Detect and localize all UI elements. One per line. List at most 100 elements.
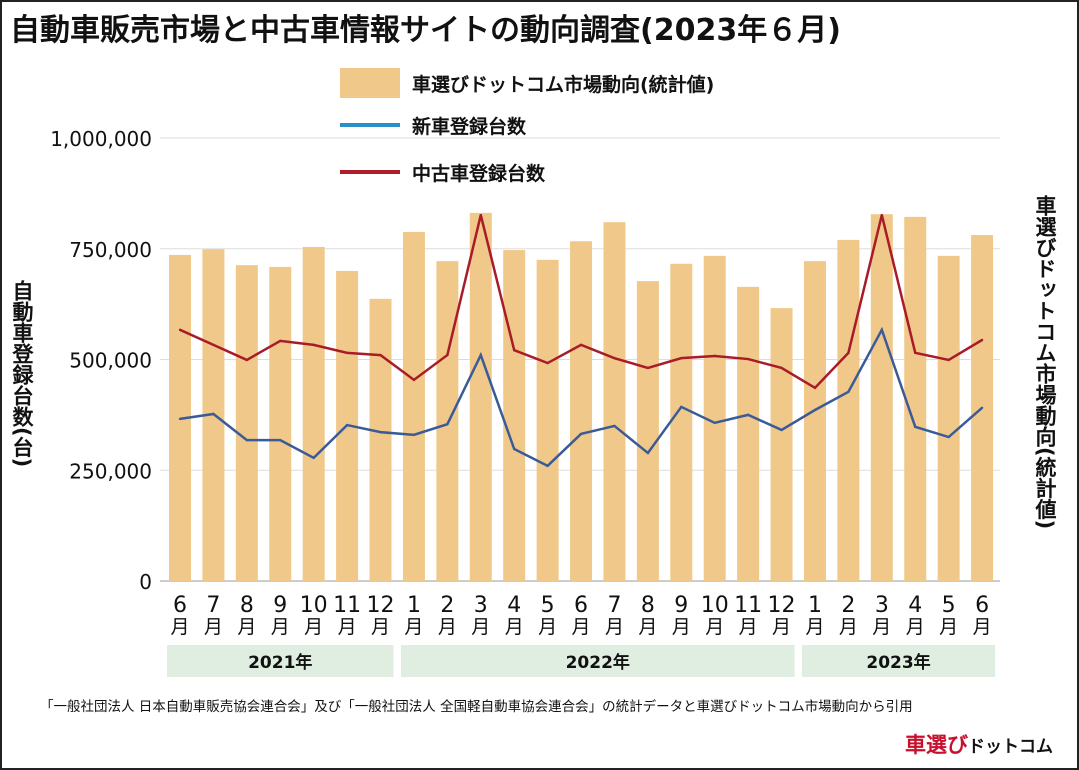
year-band xyxy=(167,645,394,677)
x-tick-label: 10 xyxy=(701,593,729,618)
year-label: 2023年 xyxy=(866,652,930,673)
y-tick-label: 250,000 xyxy=(69,459,152,483)
new-car-point xyxy=(446,422,449,426)
x-tick-label: 3 xyxy=(875,593,889,618)
x-tick-label: 6 xyxy=(975,593,989,618)
bar xyxy=(837,239,860,581)
x-tick-label: 6 xyxy=(173,593,187,618)
legend: 車選びドットコム市場動向(統計値) 新車登録台数 中古車登録台数 xyxy=(340,68,714,185)
new-car-point xyxy=(513,447,516,451)
x-tick-unit: 月 xyxy=(538,616,557,638)
x-tick-unit: 月 xyxy=(839,616,858,638)
x-tick-unit: 月 xyxy=(772,616,791,638)
bar xyxy=(570,241,593,581)
x-tick-label: 1 xyxy=(407,593,421,618)
y-tick-label: 750,000 xyxy=(69,238,152,262)
used-car-point xyxy=(914,351,917,355)
x-tick-unit: 月 xyxy=(638,616,657,638)
bar xyxy=(436,261,459,581)
new-car-point xyxy=(847,390,850,394)
x-tick-label: 5 xyxy=(541,593,555,618)
used-car-point xyxy=(379,353,382,357)
bar xyxy=(269,266,292,581)
used-car-point xyxy=(746,357,750,361)
y-axis-label: 自動車登録台数(台) xyxy=(10,279,35,467)
used-car-point xyxy=(780,366,783,370)
x-tick-unit: 月 xyxy=(939,616,958,638)
x-tick-label: 7 xyxy=(607,593,621,618)
x-tick-unit: 月 xyxy=(304,616,323,638)
source-note: 「一般社団法人 日本自動車販売協会連合会」及び「一般社団法人 全国軽自動車協会連… xyxy=(40,698,913,715)
x-tick-label: 3 xyxy=(474,593,488,618)
y-tick-label: 1,000,000 xyxy=(50,127,152,151)
new-car-point xyxy=(479,353,482,357)
used-car-point xyxy=(980,338,984,342)
new-car-point xyxy=(613,424,616,428)
new-car-point xyxy=(379,430,382,434)
bar xyxy=(603,222,626,582)
x-tick-label: 8 xyxy=(641,593,655,618)
used-car-point xyxy=(680,356,683,360)
x-tick-unit: 月 xyxy=(739,616,758,638)
x-tick-label: 5 xyxy=(942,593,956,618)
x-tick-label: 12 xyxy=(768,593,796,618)
x-tick-unit: 月 xyxy=(605,616,624,638)
new-car-point xyxy=(546,464,549,468)
x-tick-label: 7 xyxy=(206,593,220,618)
bar xyxy=(302,246,325,581)
new-car-point xyxy=(713,421,716,425)
used-car-point xyxy=(847,351,850,355)
bar xyxy=(670,263,693,581)
x-tick-label: 4 xyxy=(507,593,521,618)
bar xyxy=(469,212,492,581)
x-tick-label: 4 xyxy=(908,593,922,618)
x-tick-unit: 月 xyxy=(471,616,490,638)
bar xyxy=(235,265,258,581)
new-car-point xyxy=(212,412,215,416)
used-car-point xyxy=(178,328,182,332)
year-label: 2022年 xyxy=(566,652,630,673)
y2-axis-label: 車選びドットコム市場動向(統計値) xyxy=(1033,195,1058,529)
x-tick-label: 9 xyxy=(273,593,287,618)
used-car-point xyxy=(212,343,215,347)
x-tick-unit: 月 xyxy=(404,616,423,638)
used-car-point xyxy=(646,366,650,370)
x-tick-unit: 月 xyxy=(906,616,925,638)
x-tick-unit: 月 xyxy=(237,616,256,638)
used-car-point xyxy=(312,343,315,347)
x-tick-label: 11 xyxy=(734,593,762,618)
x-tick-unit: 月 xyxy=(271,616,290,638)
new-car-point xyxy=(279,438,282,442)
new-car-point xyxy=(880,328,884,332)
x-tick-label: 2 xyxy=(841,593,855,618)
used-car-point xyxy=(713,354,716,358)
used-car-point xyxy=(345,351,349,355)
bar xyxy=(402,231,425,581)
new-car-point xyxy=(646,451,650,455)
new-car-point xyxy=(345,423,349,427)
new-car-point xyxy=(245,438,249,442)
x-tick-unit: 月 xyxy=(371,616,390,638)
used-car-point xyxy=(446,353,449,357)
bar xyxy=(636,281,659,581)
x-tick-label: 1 xyxy=(808,593,822,618)
x-tick-label: 8 xyxy=(240,593,254,618)
bar xyxy=(803,261,826,581)
x-tick-label: 9 xyxy=(674,593,688,618)
x-tick-unit: 月 xyxy=(705,616,724,638)
bar xyxy=(770,308,793,581)
bar xyxy=(369,298,392,581)
used-car-point xyxy=(813,386,817,390)
x-tick-label: 10 xyxy=(300,593,328,618)
new-car-point xyxy=(746,413,750,417)
new-car-point xyxy=(412,433,416,437)
bar xyxy=(870,214,893,582)
new-car-point xyxy=(780,428,783,432)
used-car-point xyxy=(546,361,549,365)
x-tick-unit: 月 xyxy=(672,616,691,638)
x-tick-unit: 月 xyxy=(973,616,992,638)
used-car-point xyxy=(412,378,416,382)
legend-label-used: 中古車登録台数 xyxy=(412,162,546,185)
used-car-point xyxy=(479,213,482,217)
